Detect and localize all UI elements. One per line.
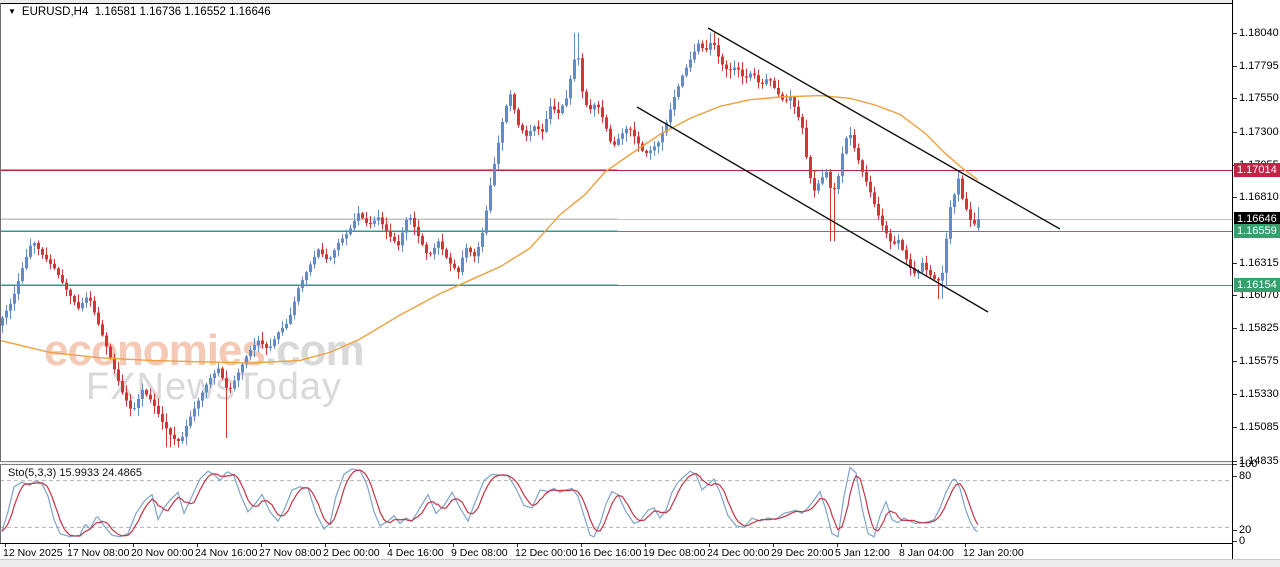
window-top-strip — [0, 0, 1280, 3]
price-axis-tick: 1.17795 — [1233, 59, 1279, 73]
pane-splitter[interactable] — [0, 461, 1280, 465]
time-axis-tick — [709, 544, 710, 547]
time-axis-tick — [837, 544, 838, 547]
symbol-dropdown-icon[interactable]: ▼ — [8, 7, 16, 16]
time-axis-tick — [325, 544, 326, 547]
time-axis-label: 16 Dec 16:00 — [579, 547, 642, 559]
price-axis-tick: 1.15575 — [1233, 354, 1279, 368]
time-axis-tick — [5, 544, 6, 547]
stoch-axis-tick: 0 — [1233, 534, 1245, 548]
time-axis-tick — [645, 544, 646, 547]
stoch-axis-tick: 100 — [1233, 457, 1257, 471]
time-axis-tick — [133, 544, 134, 547]
time-axis-label: 9 Dec 08:00 — [451, 547, 508, 559]
time-axis-tick — [389, 544, 390, 547]
price-axis-tick: 1.16810 — [1233, 190, 1279, 204]
time-axis-label: 12 Dec 00:00 — [515, 547, 578, 559]
time-axis-tick — [69, 544, 70, 547]
price-axis-tick: 1.17300 — [1233, 125, 1279, 139]
price-axis-tick: 1.17550 — [1233, 91, 1279, 105]
time-axis-label: 2 Dec 00:00 — [323, 547, 380, 559]
stochastic-indicator-label: Sto(5,3,3) 15.9933 24.4865 — [8, 467, 142, 479]
time-axis-tick — [773, 544, 774, 547]
time-axis-tick — [965, 544, 966, 547]
time-axis-label: 19 Dec 08:00 — [643, 547, 706, 559]
time-axis-label: 8 Jan 04:00 — [899, 547, 954, 559]
stoch-axis-tick: 80 — [1233, 469, 1251, 483]
time-axis-label: 20 Nov 00:00 — [131, 547, 194, 559]
price-axis-tick: 1.16070 — [1233, 288, 1279, 302]
time-axis-tick — [517, 544, 518, 547]
time-axis-tick — [901, 544, 902, 547]
ohlc-values: 1.16581 1.16736 1.16552 1.16646 — [94, 6, 271, 18]
time-axis-label: 12 Nov 2025 — [3, 547, 63, 559]
window-bottom-strip — [0, 559, 1280, 567]
price-axis-tick: 1.15330 — [1233, 387, 1279, 401]
time-axis-label: 17 Nov 08:00 — [67, 547, 130, 559]
time-axis-tick — [261, 544, 262, 547]
price-level-badge: 1.17014 — [1234, 163, 1280, 177]
time-axis-label: 27 Nov 08:00 — [259, 547, 322, 559]
time-axis-tick — [197, 544, 198, 547]
price-level-badge: 1.16154 — [1234, 278, 1280, 292]
price-axis-tick: 1.15825 — [1233, 321, 1279, 335]
price-axis-tick: 1.14835 — [1233, 454, 1279, 468]
time-axis-label: 24 Nov 16:00 — [195, 547, 258, 559]
price-axis-tick: 1.18040 — [1233, 26, 1279, 40]
price-axis-tick: 1.16315 — [1233, 256, 1279, 270]
price-chart-canvas[interactable] — [0, 0, 1232, 543]
time-axis-label: 5 Jan 12:00 — [835, 547, 890, 559]
time-axis-label: 4 Dec 16:00 — [387, 547, 444, 559]
time-axis-label: 24 Dec 00:00 — [707, 547, 770, 559]
symbol-timeframe-label: EURUSD,H4 — [21, 6, 89, 18]
price-axis-tick: 1.15085 — [1233, 420, 1279, 434]
stoch-axis-tick: 20 — [1233, 523, 1251, 537]
price-level-badge: 1.16559 — [1234, 224, 1280, 238]
price-axis[interactable]: 1.180401.177951.175501.173001.170551.168… — [1232, 0, 1280, 559]
price-level-badge: 1.16646 — [1234, 212, 1280, 226]
time-axis-label: 12 Jan 20:00 — [963, 547, 1024, 559]
symbol-ohlc-bar: ▼ EURUSD,H4 1.16581 1.16736 1.16552 1.166… — [8, 6, 271, 18]
time-axis-tick — [453, 544, 454, 547]
time-axis[interactable]: 12 Nov 2025 17 Nov 08:00 20 Nov 00:00 24 No… — [0, 543, 1232, 559]
time-axis-tick — [581, 544, 582, 547]
time-axis-label: 29 Dec 20:00 — [771, 547, 834, 559]
